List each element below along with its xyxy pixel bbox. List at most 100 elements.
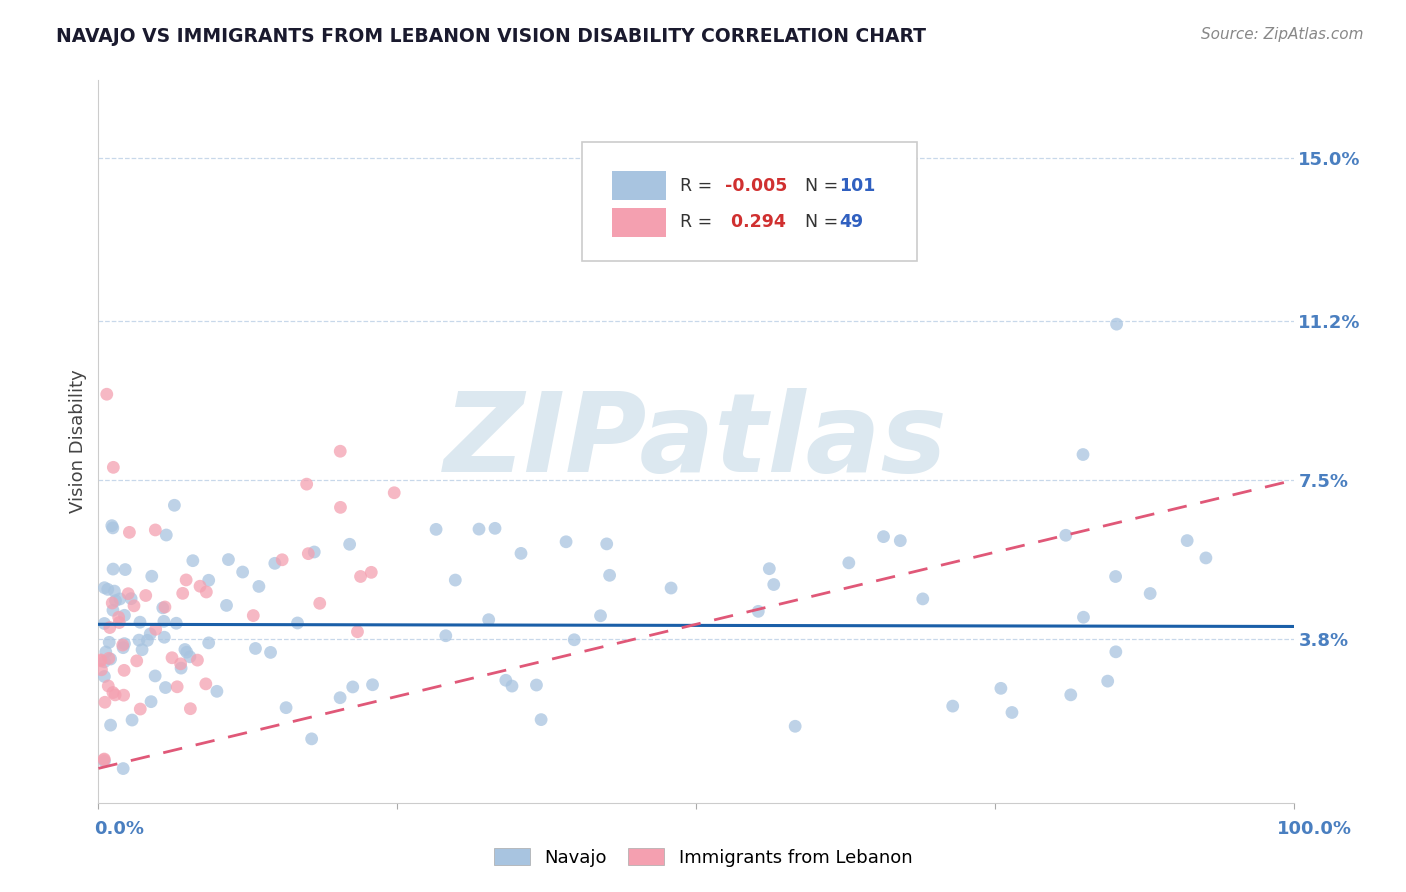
Point <box>100 652 122 666</box>
Point <box>838 556 860 570</box>
Point <box>1105 645 1128 659</box>
Point <box>104 688 127 702</box>
Point <box>263 557 285 571</box>
Point <box>188 579 211 593</box>
Text: N =: N = <box>794 177 844 194</box>
Point <box>329 500 352 515</box>
Point <box>295 477 318 491</box>
Point <box>555 534 578 549</box>
Text: ZIPatlas: ZIPatlas <box>444 388 948 495</box>
Point <box>96 387 118 401</box>
Point <box>107 610 129 624</box>
Point <box>215 599 238 613</box>
Point <box>104 593 127 607</box>
Point <box>197 636 219 650</box>
Point <box>152 600 174 615</box>
Point <box>346 624 368 639</box>
Point <box>139 627 162 641</box>
Point <box>169 657 191 671</box>
Point <box>197 574 219 588</box>
Point <box>510 546 533 560</box>
Point <box>125 654 148 668</box>
Text: 100.0%: 100.0% <box>1277 820 1353 838</box>
Point <box>98 635 121 649</box>
Point <box>329 690 352 705</box>
Point <box>153 615 176 629</box>
Point <box>179 702 201 716</box>
Point <box>434 629 457 643</box>
Point <box>98 621 121 635</box>
Point <box>1060 688 1083 702</box>
Point <box>478 613 501 627</box>
Point <box>93 655 115 669</box>
Point <box>1195 550 1218 565</box>
Point <box>93 581 115 595</box>
Point <box>274 700 297 714</box>
Point <box>128 633 150 648</box>
Point <box>101 603 124 617</box>
Point <box>153 599 176 614</box>
Point <box>382 485 405 500</box>
Point <box>153 630 176 644</box>
Point <box>114 563 136 577</box>
Point <box>1105 317 1128 331</box>
Text: R =: R = <box>681 177 718 194</box>
Point <box>103 584 125 599</box>
FancyBboxPatch shape <box>582 142 917 260</box>
Point <box>93 753 115 767</box>
Point <box>329 444 352 458</box>
Point <box>339 537 361 551</box>
Point <box>271 553 294 567</box>
Point <box>1175 533 1198 548</box>
Point <box>129 615 152 630</box>
Point <box>165 616 187 631</box>
Point <box>93 755 115 769</box>
Point <box>94 645 117 659</box>
Point <box>1139 586 1161 600</box>
Text: 0.0%: 0.0% <box>94 820 145 838</box>
Point <box>245 641 267 656</box>
Point <box>232 565 254 579</box>
Point <box>495 673 517 688</box>
Point <box>242 608 264 623</box>
Point <box>1097 674 1119 689</box>
Point <box>181 554 204 568</box>
Point <box>118 525 141 540</box>
Point <box>444 573 467 587</box>
Point <box>530 713 553 727</box>
Point <box>349 569 371 583</box>
Text: Source: ZipAtlas.com: Source: ZipAtlas.com <box>1201 27 1364 42</box>
Point <box>101 596 124 610</box>
Point <box>785 719 807 733</box>
Text: NAVAJO VS IMMIGRANTS FROM LEBANON VISION DISABILITY CORRELATION CHART: NAVAJO VS IMMIGRANTS FROM LEBANON VISION… <box>56 27 927 45</box>
Point <box>172 586 194 600</box>
Point <box>112 762 135 776</box>
Point <box>174 642 197 657</box>
Point <box>179 649 201 664</box>
Point <box>1073 610 1095 624</box>
Point <box>122 599 145 613</box>
Point <box>758 562 780 576</box>
Point <box>97 582 120 597</box>
Point <box>90 654 112 668</box>
Point <box>1071 448 1094 462</box>
Point <box>97 651 120 665</box>
Point <box>90 663 112 677</box>
Point <box>160 650 183 665</box>
Point <box>259 645 281 659</box>
Point <box>1104 569 1126 583</box>
Point <box>143 523 166 537</box>
Point <box>301 731 323 746</box>
Point <box>659 581 682 595</box>
Point <box>1001 706 1024 720</box>
Point <box>97 679 120 693</box>
Point <box>120 591 142 606</box>
Point <box>131 642 153 657</box>
Point <box>135 589 157 603</box>
Point <box>101 685 124 699</box>
FancyBboxPatch shape <box>613 208 666 237</box>
Point <box>170 661 193 675</box>
Point <box>195 585 218 599</box>
Point <box>90 653 112 667</box>
Point <box>484 521 506 535</box>
